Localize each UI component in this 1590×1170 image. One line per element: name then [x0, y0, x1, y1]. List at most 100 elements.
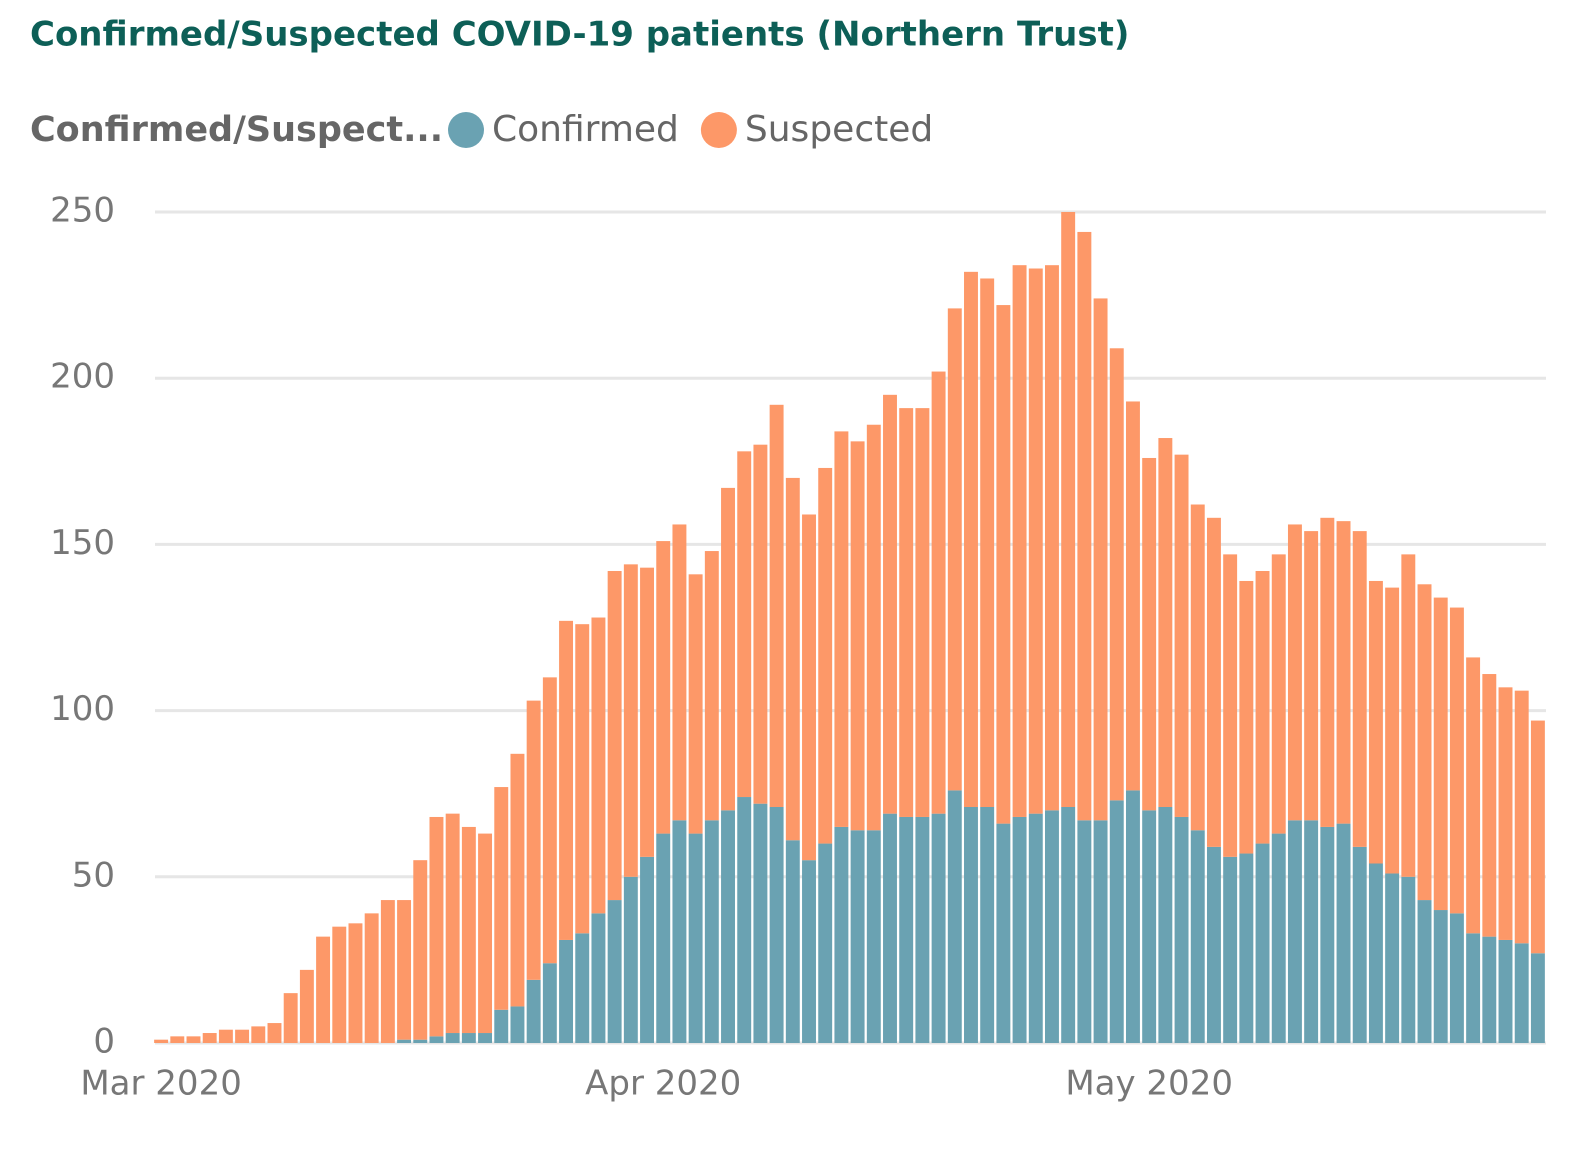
bar-segment	[802, 514, 816, 861]
bar-segment	[1109, 800, 1124, 1043]
bar-segment	[1093, 298, 1108, 821]
bar-segment	[1417, 584, 1432, 901]
y-tick-label: 150	[50, 523, 115, 563]
bar-segment	[1223, 856, 1238, 1043]
bar-segment	[1433, 597, 1448, 911]
bar-segment	[640, 856, 654, 1043]
y-tick-label: 0	[93, 1022, 115, 1062]
bar-segment	[769, 404, 784, 807]
bar-segment	[1093, 820, 1108, 1043]
y-tick-label: 100	[50, 689, 115, 729]
bar-segment	[980, 806, 995, 1043]
bar-segment	[364, 913, 379, 1043]
bar-segment	[883, 394, 897, 814]
legend-title: Confirmed/Suspect...	[30, 110, 443, 150]
bar-segment	[947, 790, 962, 1043]
bar-segment	[397, 1039, 412, 1043]
bar-segment	[802, 860, 816, 1043]
bar-segment	[1401, 554, 1416, 877]
bar-segment	[1352, 531, 1367, 847]
bar-segment	[640, 567, 654, 857]
bar-segment	[915, 816, 930, 1043]
bar-segment	[429, 1036, 444, 1043]
bar-segment	[478, 833, 493, 1034]
bar-segment	[1530, 720, 1545, 954]
bar-segment	[251, 1026, 266, 1043]
bar-segment	[1433, 910, 1448, 1043]
bar-segment	[1125, 401, 1140, 791]
y-tick-label: 250	[50, 191, 115, 231]
bar-segment	[607, 900, 622, 1043]
bar-segment	[1417, 900, 1432, 1043]
bar-segment	[299, 969, 314, 1043]
bar-segment	[397, 900, 412, 1040]
bar-segment	[818, 467, 833, 844]
bar-segment	[1368, 580, 1383, 864]
bar-segment	[1239, 853, 1254, 1043]
bar-segment	[1336, 823, 1351, 1043]
bar-segment	[866, 424, 881, 831]
bar-segment	[996, 823, 1011, 1043]
bar-segment	[1077, 231, 1092, 821]
bar-segment	[380, 900, 395, 1043]
bar-segment	[1174, 816, 1189, 1043]
bar-segment	[283, 993, 298, 1043]
bar-segment	[1174, 454, 1189, 817]
bar-segment	[413, 1039, 428, 1043]
bar-segment	[1385, 873, 1400, 1043]
bar-segment	[1352, 846, 1367, 1043]
bar-segment	[883, 813, 897, 1043]
bar-segment	[526, 700, 541, 980]
bar-segment	[1255, 843, 1270, 1043]
legend-label: Suspected	[745, 109, 933, 150]
bar-segment	[1498, 939, 1513, 1043]
bar-segment	[154, 1039, 169, 1043]
bar-segment	[1368, 863, 1383, 1043]
bar-segment	[1514, 943, 1529, 1043]
bar-segment	[1498, 687, 1513, 940]
bar-segment	[899, 408, 914, 817]
bar-segment	[704, 551, 719, 821]
bar-segment	[1028, 268, 1043, 814]
bar-segment	[348, 923, 363, 1043]
bar-segment	[1061, 806, 1076, 1043]
bar-segment	[818, 843, 833, 1043]
bar-segment	[235, 1029, 250, 1043]
bar-segment	[1077, 820, 1092, 1043]
bar-segment	[785, 477, 800, 841]
bar-segment	[1336, 521, 1351, 824]
bar-segment	[1304, 820, 1319, 1043]
bar-segment	[1466, 933, 1481, 1043]
bar-segment	[899, 816, 914, 1043]
bar-segment	[445, 813, 460, 1034]
bar-segment	[753, 444, 768, 804]
bar-segment	[785, 840, 800, 1043]
bar-segment	[186, 1036, 201, 1043]
bar-segment	[218, 1029, 233, 1043]
bar-segment	[834, 431, 849, 827]
bar-segment	[1045, 810, 1059, 1043]
bar-segment	[656, 833, 671, 1043]
bar-segment	[1287, 820, 1302, 1043]
bar-segment	[1304, 531, 1319, 821]
bar-segment	[1255, 570, 1270, 844]
bar-segment	[316, 936, 331, 1043]
bar-segment	[1385, 587, 1400, 874]
bar-segment	[1190, 504, 1205, 831]
bar-segment	[931, 813, 946, 1043]
legend-marker	[700, 112, 737, 148]
bar-segment	[737, 797, 752, 1043]
bar-segment	[1158, 438, 1173, 807]
bar-segment	[1109, 348, 1124, 801]
bar-segment	[478, 1033, 493, 1043]
bar-segment	[1142, 810, 1157, 1043]
bar-segment	[1320, 517, 1335, 827]
bar-segment	[1530, 953, 1545, 1043]
bar-segment	[429, 816, 444, 1037]
bar-segment	[1158, 806, 1173, 1043]
bar-segment	[1012, 816, 1027, 1043]
bar-segment	[1045, 265, 1059, 811]
bar-segment	[267, 1023, 282, 1043]
bar-segment	[688, 833, 703, 1043]
legend-marker	[448, 112, 484, 148]
